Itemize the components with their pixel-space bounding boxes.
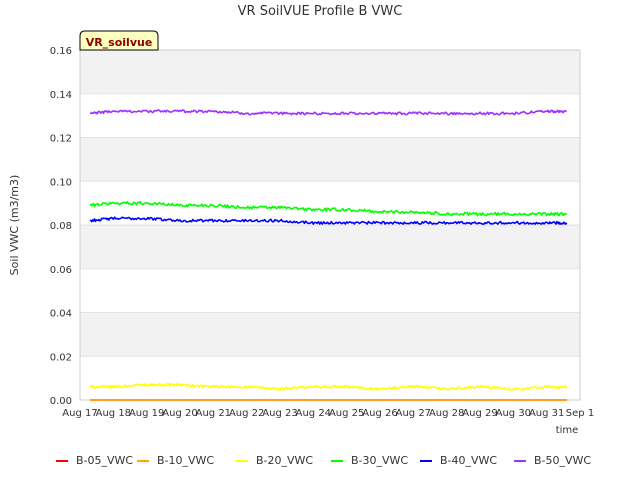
legend-swatch [236, 460, 248, 462]
x-tick-label: Aug 18 [96, 408, 131, 419]
x-tick-label: Aug 26 [362, 408, 397, 419]
background-band [80, 50, 580, 94]
x-tick-label: Aug 20 [162, 408, 197, 419]
legend-item[interactable]: B-10_VWC [137, 452, 214, 470]
legend-swatch [56, 460, 68, 462]
background-band [80, 93, 580, 138]
x-axis-label: time [556, 425, 579, 436]
series-line-B-30_VWC [89, 200, 567, 217]
legend-label: B-10_VWC [157, 454, 215, 467]
site-label-box [79, 30, 159, 51]
x-tick-label: Aug 28 [429, 408, 464, 419]
y-tick-label: 0.16 [50, 46, 72, 57]
legend-item[interactable]: B-05_VWC [56, 452, 133, 470]
legend: B-05_VWC B-10_VWC B-20_VWC B-30_VWC B-40_VWC… [0, 452, 640, 470]
y-tick-label: 0.04 [50, 309, 72, 320]
y-tick-label: 0.12 [50, 134, 72, 145]
legend-item[interactable]: B-40_VWC [420, 452, 497, 470]
series-line-B-40_VWC [89, 216, 568, 225]
legend-label: B-20_VWC [256, 454, 314, 467]
legend-label: B-50_VWC [534, 454, 592, 467]
legend-label: B-30_VWC [351, 454, 409, 467]
y-tick-label: 0.06 [50, 265, 72, 276]
x-tick-label: Sep 1 [566, 408, 594, 419]
x-tick-label: Aug 21 [196, 408, 231, 419]
legend-swatch [514, 460, 526, 462]
chart-title: VR SoilVUE Profile B VWC [238, 4, 403, 19]
x-tick-label: Aug 31 [529, 408, 564, 419]
legend-item[interactable]: B-20_VWC [236, 452, 313, 470]
y-tick-label: 0.00 [50, 396, 72, 407]
legend-swatch [420, 460, 432, 462]
y-axis-ticks: 0.00 0.02 0.04 0.06 0.08 0.10 0.12 0.14 0.16 [50, 46, 72, 407]
legend-label: B-40_VWC [440, 454, 498, 467]
y-tick-label: 0.14 [50, 90, 72, 101]
legend-item[interactable]: B-30_VWC [331, 452, 408, 470]
background-band [80, 137, 580, 182]
x-tick-label: Aug 27 [396, 408, 431, 419]
y-tick-label: 0.08 [50, 221, 72, 232]
series-line-B-50_VWC [90, 109, 567, 116]
x-tick-label: Aug 17 [62, 408, 97, 419]
x-tick-label: Aug 24 [296, 408, 331, 419]
x-tick-label: Aug 19 [129, 408, 164, 419]
y-tick-label: 0.10 [50, 177, 72, 188]
series-line-B-20_VWC [89, 382, 568, 392]
background-band [80, 268, 580, 313]
y-axis-label: Soil VWC (m3/m3) [8, 175, 21, 276]
x-tick-label: Aug 23 [262, 408, 297, 419]
site-label-badge: VR_soilvue [79, 30, 159, 51]
background-band [80, 312, 580, 357]
x-tick-label: Aug 22 [229, 408, 264, 419]
background-band [80, 225, 580, 269]
y-tick-label: 0.02 [50, 352, 72, 363]
legend-item[interactable]: B-50_VWC [514, 452, 591, 470]
site-label-text: VR_soilvue [86, 36, 153, 49]
background-band [80, 356, 580, 400]
legend-label: B-05_VWC [76, 454, 134, 467]
x-tick-label: Aug 29 [462, 408, 497, 419]
legend-swatch [331, 460, 343, 462]
x-tick-label: Aug 30 [496, 408, 531, 419]
x-tick-label: Aug 25 [329, 408, 364, 419]
legend-swatch [137, 460, 149, 462]
series-lines [89, 109, 568, 401]
